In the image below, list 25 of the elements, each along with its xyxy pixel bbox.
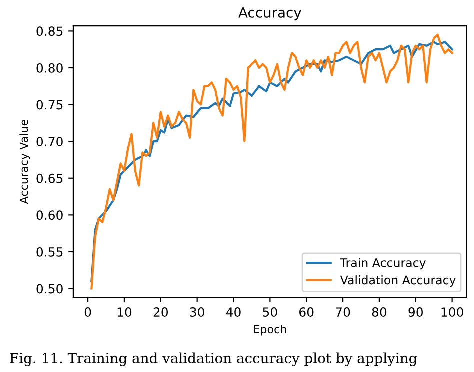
x-tick-label: 10: [118, 308, 132, 317]
x-tick-label: 0: [84, 308, 92, 317]
y-tick-label: 0.55: [36, 247, 63, 257]
x-tick-label: 70: [336, 308, 350, 317]
x-tick-label: 30: [190, 308, 204, 317]
y-tick-label: 0.75: [36, 100, 63, 110]
y-tick-label: 0.50: [36, 284, 63, 294]
x-tick-label: 90: [408, 308, 424, 317]
x-tick-label: 40: [226, 308, 241, 317]
y-tick-label: 0.70: [36, 137, 63, 147]
y-tick-label: 0.65: [36, 174, 63, 184]
legend-label: Train Accuracy: [340, 258, 426, 270]
y-axis-title: Accuracy Value: [20, 120, 30, 204]
legend-label: Validation Accuracy: [340, 276, 456, 287]
caption: Fig. 11. Training and validation accuracy plot by applying: [10, 352, 418, 366]
x-tick-label: 50: [263, 308, 278, 317]
y-tick-label: 0.80: [36, 63, 63, 73]
chart-title: Accuracy: [238, 8, 302, 21]
x-tick-label: 80: [372, 308, 387, 317]
x-tick-label: 20: [154, 308, 168, 317]
x-axis-title: Epoch: [254, 324, 286, 336]
y-tick-label: 0.85: [36, 26, 63, 36]
y-tick-label: 0.60: [36, 210, 63, 220]
x-tick-label: 100: [442, 308, 464, 317]
x-tick-label: 60: [300, 308, 314, 317]
